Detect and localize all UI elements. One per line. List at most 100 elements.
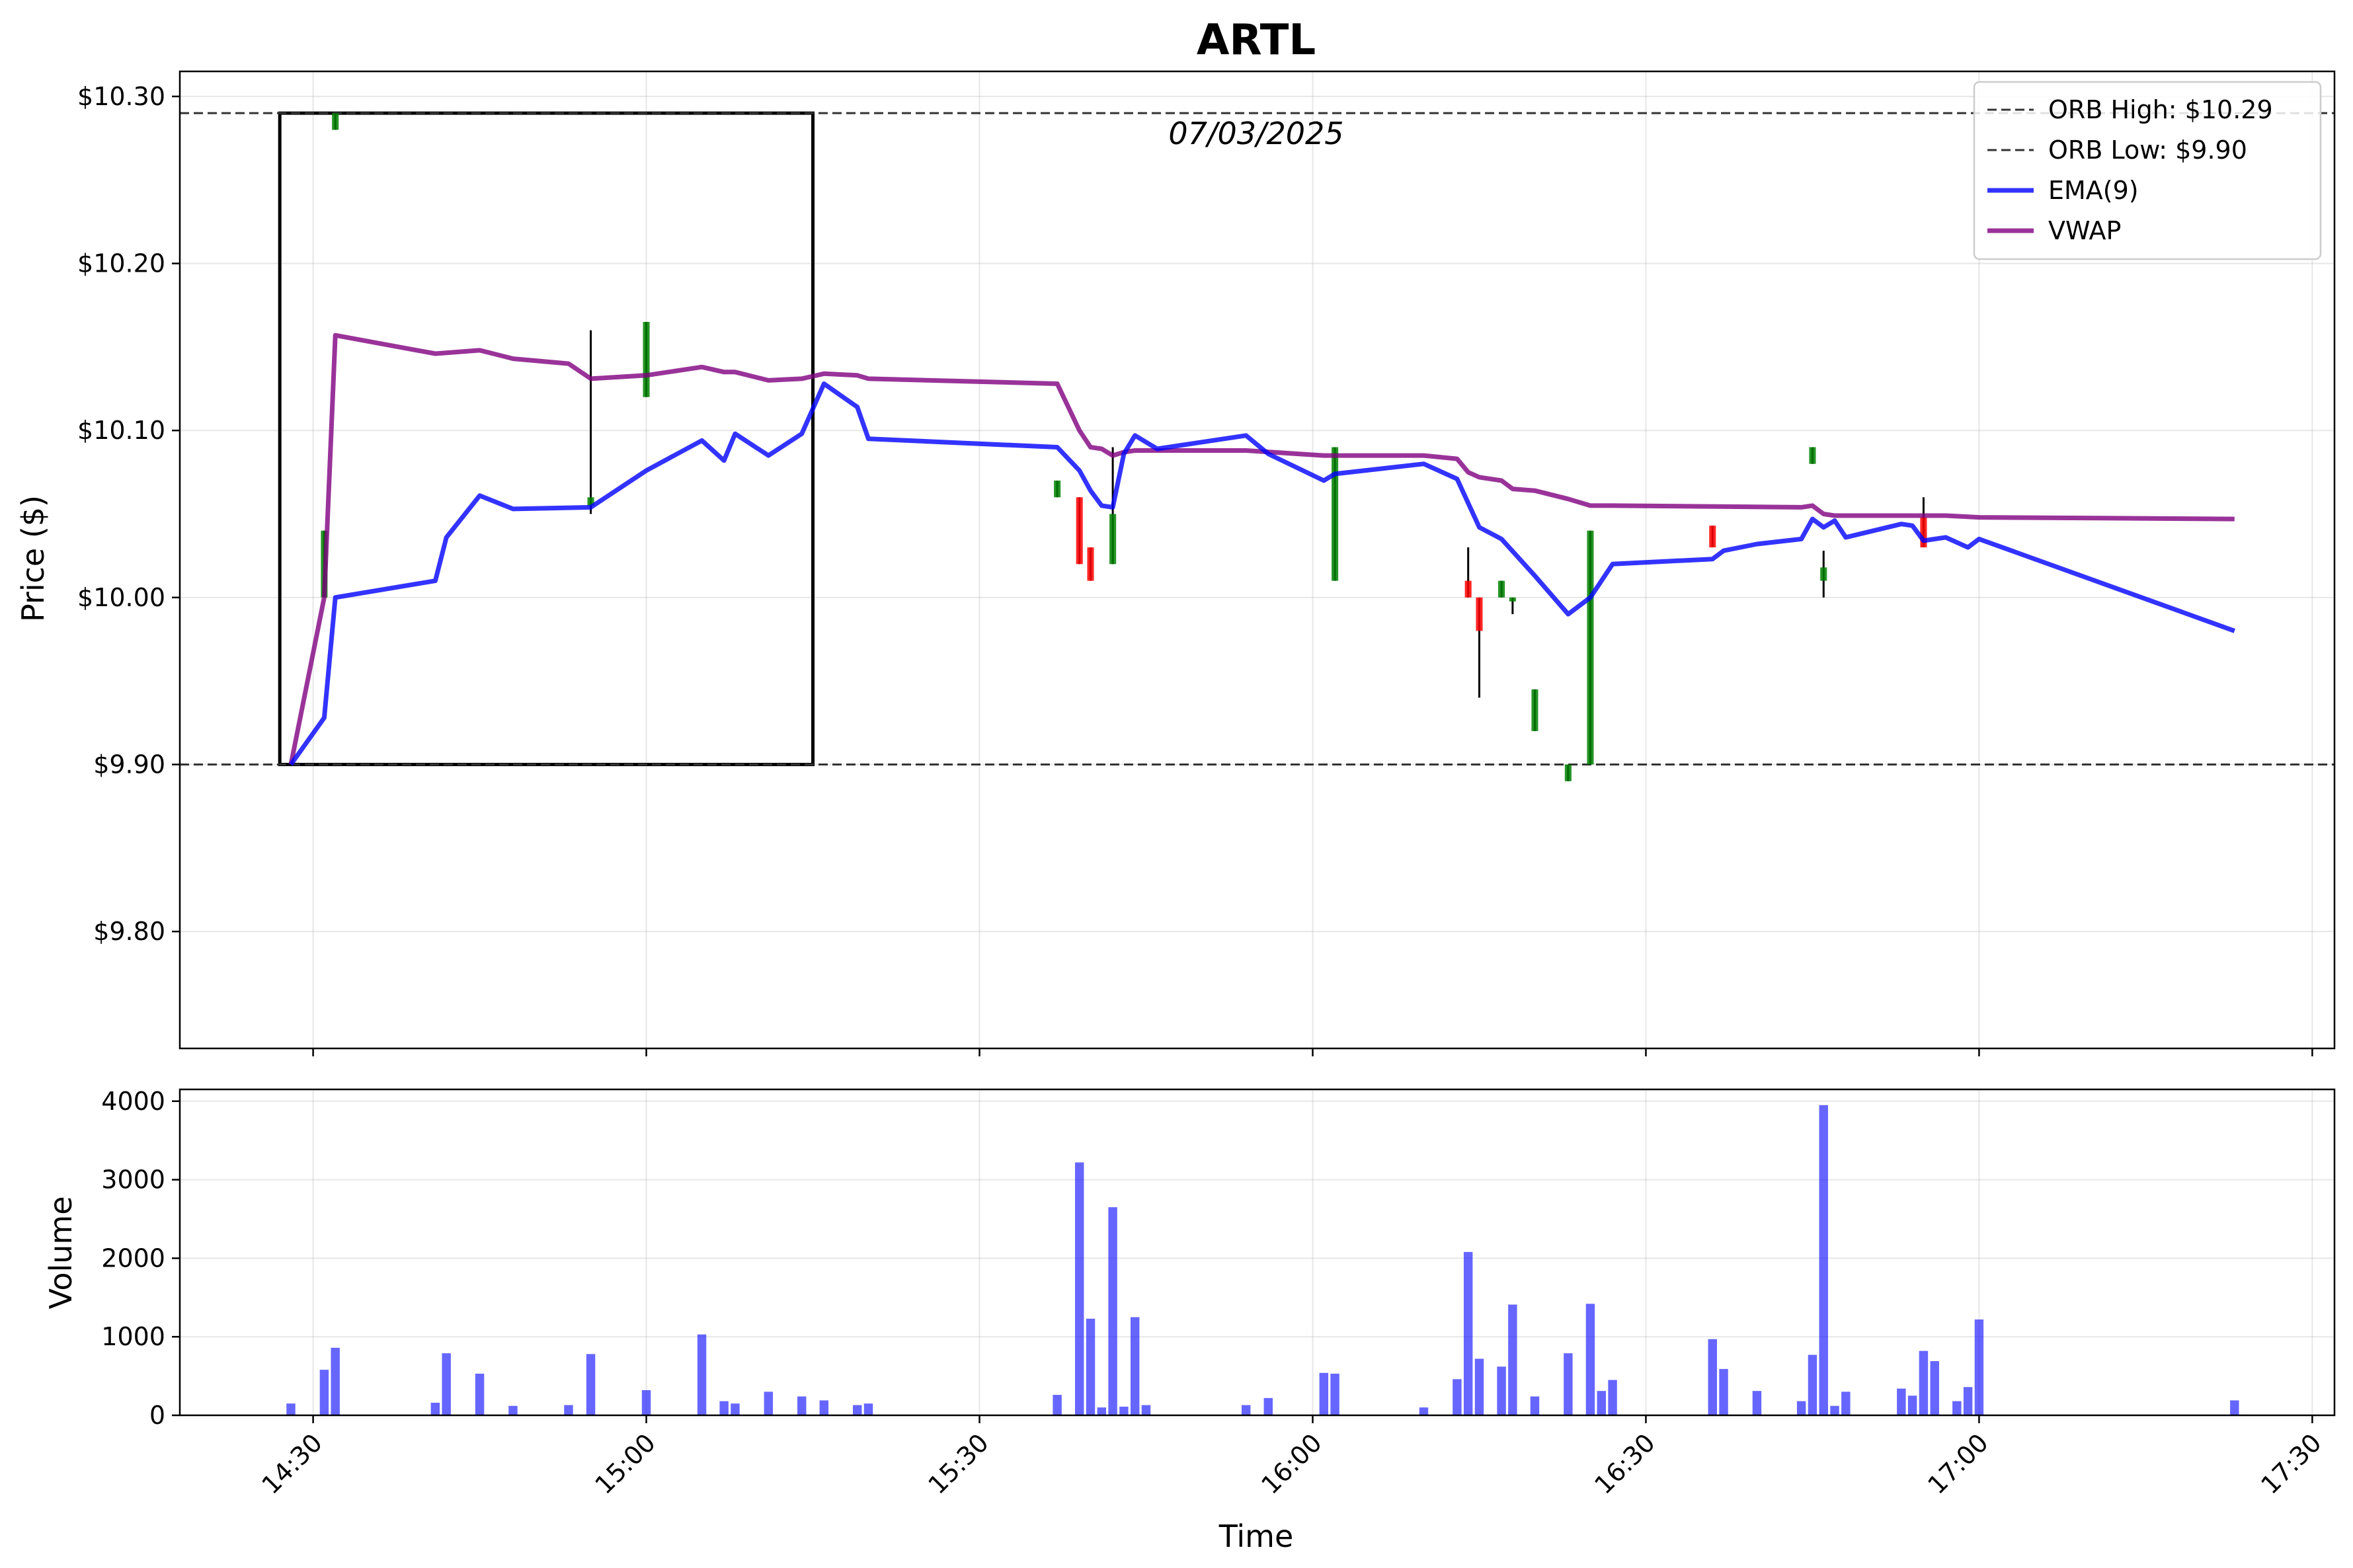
volume-bar [319,1370,329,1415]
candle-body-down [1464,580,1472,598]
candle-body-up [1564,764,1572,781]
volume-bar [1585,1304,1595,1415]
volume-y-tick-label: 4000 [101,1087,165,1116]
price-y-tick-label: $10.00 [77,583,165,612]
volume-bar [853,1405,862,1415]
volume-y-tick-label: 3000 [101,1165,165,1195]
volume-bar [586,1354,596,1415]
volume-bar [1463,1251,1473,1415]
volume-bar [430,1402,440,1415]
volume-bar [286,1403,296,1415]
date-label: 07/03/2025 [1168,116,1343,151]
candle-body-down [1476,597,1483,631]
volume-bar [1241,1405,1251,1415]
volume-bar [1974,1319,1984,1415]
candle-body-up [1109,514,1117,565]
candle-body-down [1709,526,1716,548]
volume-bar [1930,1361,1939,1415]
x-axis-label: Time [1218,1518,1294,1554]
price-y-tick-label: $9.90 [93,750,165,779]
volume-bar [1119,1406,1129,1415]
volume-y-axis-label: Volume [43,1196,79,1309]
volume-bar [1530,1396,1540,1415]
volume-bar [442,1353,451,1415]
price-y-axis-label: Price ($) [15,495,51,622]
x-tick-label: 14:30 [256,1428,328,1500]
volume-bar [1808,1354,1817,1415]
legend-label: ORB Low: $9.90 [2048,136,2247,165]
volume-bar [731,1403,740,1415]
volume-bar [764,1392,774,1415]
volume-bar [1830,1405,1839,1415]
x-tick-label: 17:00 [1922,1428,1994,1500]
legend-label: ORB High: $10.29 [2048,95,2273,124]
volume-bar [331,1347,340,1415]
vwap-line [288,333,2235,765]
volume-bar [475,1374,485,1415]
candle-body-up [1809,447,1816,464]
candle-body-up [1531,689,1538,731]
volume-bar [1963,1387,1973,1415]
volume-bar [1474,1358,1484,1415]
legend-label: VWAP [2048,216,2121,245]
x-tick-label: 15:30 [922,1428,994,1500]
price-y-tick-label: $9.80 [93,917,165,946]
price-plot-frame [179,70,2336,1050]
volume-bar [1719,1368,1728,1415]
volume-bar [1097,1407,1107,1415]
candle-body-up [1498,580,1505,598]
volume-bar [641,1390,651,1415]
volume-bar [1263,1397,1273,1415]
candle-body-up [1820,567,1827,581]
volume-bar [1330,1374,1339,1415]
volume-y-tick-label: 2000 [101,1243,165,1273]
candle-body-up [1509,597,1516,602]
volume-bar [797,1396,807,1415]
volume-bar [719,1401,729,1415]
volume-bar [1608,1380,1617,1415]
volume-bar [1453,1379,1462,1415]
volume-bar [697,1334,707,1415]
volume-bar [1053,1395,1062,1415]
candle-body-up [1587,530,1594,765]
volume-bar [1086,1318,1096,1415]
volume-bar [1497,1366,1506,1415]
volume-bar [1752,1391,1762,1415]
volume-bar [2230,1400,2239,1415]
price-y-tick-label: $10.20 [77,249,165,278]
x-tick-label: 15:00 [589,1428,661,1500]
candle-body-up [332,113,339,130]
volume-y-tick-label: 0 [149,1401,165,1430]
x-tick-label: 17:30 [2255,1428,2327,1500]
x-tick-label: 16:00 [1256,1428,1328,1500]
volume-bar [1952,1401,1962,1415]
candle-body-up [1332,447,1339,581]
volume-panel: 0 1000 2000 3000 4000 14:30 15:00 15:30 16:00 16:… [101,1087,2336,1500]
volume-bar [819,1400,829,1415]
volume-bar [1907,1395,1917,1415]
volume-bar [1141,1405,1151,1415]
volume-bar [1897,1388,1906,1415]
x-tick-label: 16:30 [1589,1428,1661,1500]
legend-box [1973,81,2322,260]
candle-body-up [587,497,594,506]
volume-bar [508,1405,518,1415]
candle-body-down [1087,547,1094,581]
volume-bar [1919,1351,1929,1415]
legend-label: EMA(9) [2048,176,2139,205]
volume-plot-frame [179,1088,2336,1417]
price-y-tick-label: $10.10 [77,416,165,445]
candle-body-down [1076,497,1083,565]
volume-bar [863,1403,873,1415]
candle-body-up [1054,480,1061,498]
price-y-tick-label: $10.30 [77,82,165,111]
volume-bar [1108,1207,1117,1415]
volume-bar [1841,1392,1851,1415]
candle-body-up [643,321,650,397]
volume-bar [1130,1317,1140,1415]
chart-title: ARTL [1197,16,1316,65]
volume-bar [1074,1162,1084,1415]
volume-bar [1564,1353,1573,1415]
